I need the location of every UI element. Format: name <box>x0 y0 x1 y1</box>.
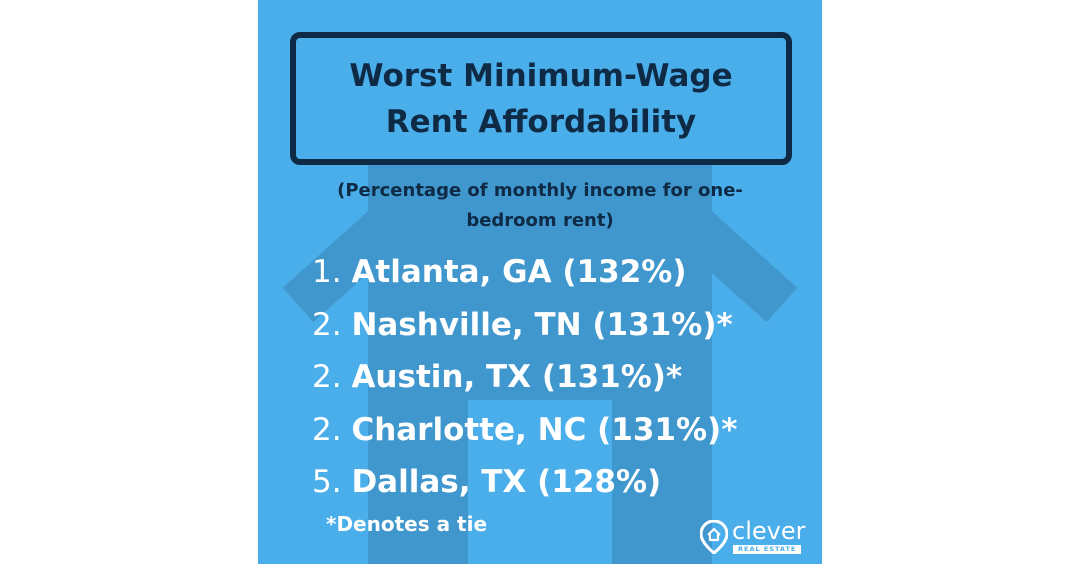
title-box: Worst Minimum-Wage Rent Affordability <box>290 32 792 165</box>
rank-number: 1. <box>312 254 342 290</box>
rank-number: 5. <box>312 464 342 500</box>
brand-name: clever <box>732 517 806 545</box>
rank-city: Dallas, TX (128%) <box>351 464 662 500</box>
rank-city: Nashville, TN (131%)* <box>351 306 733 343</box>
title-line-2: Rent Affordability <box>385 103 697 140</box>
title-line-1: Worst Minimum-Wage <box>349 57 733 94</box>
brand-logo: clever REAL ESTATE <box>700 516 810 556</box>
location-pin-house-icon <box>700 520 728 554</box>
footnote: *Denotes a tie <box>326 512 488 536</box>
rank-number: 2. <box>312 306 342 343</box>
rank-city: Charlotte, NC (131%)* <box>351 411 738 448</box>
ranking-item: 2. Charlotte, NC (131%)* <box>312 404 737 457</box>
ranking-item: 5. Dallas, TX (128%) <box>312 456 737 509</box>
rank-city: Austin, TX (131%)* <box>351 359 683 395</box>
rank-number: 2. <box>312 359 342 395</box>
ranking-item: 2. Nashville, TN (131%)* <box>312 299 737 352</box>
ranking-item: 1. Atlanta, GA (132%) <box>312 246 737 299</box>
ranking-item: 2. Austin, TX (131%)* <box>312 351 737 404</box>
subtitle-line-1: (Percentage of monthly income for one- <box>337 180 743 201</box>
subtitle-line-2: bedroom rent) <box>466 210 614 231</box>
subtitle: (Percentage of monthly income for one- b… <box>298 176 782 236</box>
infographic-card: Worst Minimum-Wage Rent Affordability (P… <box>258 0 822 564</box>
ranking-list: 1. Atlanta, GA (132%) 2. Nashville, TN (… <box>312 246 737 509</box>
rank-number: 2. <box>312 411 342 448</box>
house-watermark-icon <box>282 57 798 564</box>
brand-tagline: REAL ESTATE <box>733 545 802 554</box>
rank-city: Atlanta, GA (132%) <box>351 254 687 290</box>
